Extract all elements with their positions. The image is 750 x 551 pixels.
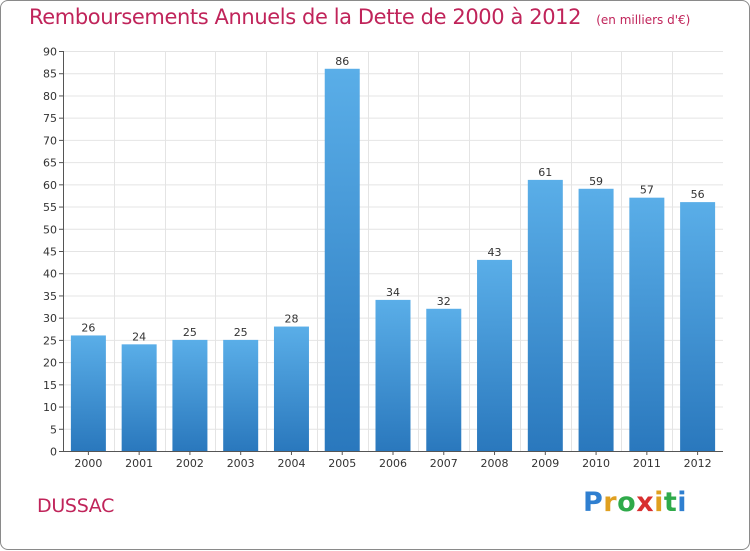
y-tick-label: 0 bbox=[50, 446, 57, 459]
bar bbox=[223, 339, 259, 451]
y-tick-label: 25 bbox=[43, 334, 57, 347]
bar bbox=[527, 179, 563, 451]
proxiti-logo: Proxiti bbox=[583, 487, 687, 518]
logo-letter: o bbox=[617, 487, 637, 518]
bar bbox=[375, 299, 411, 451]
bar bbox=[578, 188, 614, 451]
x-tick-label: 2003 bbox=[227, 457, 255, 470]
x-tick-label: 2002 bbox=[176, 457, 204, 470]
logo-letter: i bbox=[654, 487, 664, 518]
bar-layer bbox=[70, 68, 716, 452]
data-label: 24 bbox=[132, 330, 146, 343]
x-tick-label: 2000 bbox=[74, 457, 102, 470]
bar bbox=[477, 259, 513, 451]
x-tick-label: 2005 bbox=[328, 457, 356, 470]
y-tick-label: 35 bbox=[43, 290, 57, 303]
x-tick-label: 2008 bbox=[481, 457, 509, 470]
y-tick-label: 30 bbox=[43, 312, 57, 325]
y-tick-label: 60 bbox=[43, 179, 57, 192]
data-label: 57 bbox=[640, 184, 654, 197]
y-tick-label: 55 bbox=[43, 201, 57, 214]
axis-layer: 0 5 10 15 20 25 30 35 40 45 50 55 60 65 70 75 80 85 90 2000… bbox=[43, 46, 723, 470]
y-tick-label: 20 bbox=[43, 357, 57, 370]
x-tick-label: 2006 bbox=[379, 457, 407, 470]
bar bbox=[680, 202, 716, 451]
data-label: 34 bbox=[386, 286, 400, 299]
chart-title: Remboursements Annuels de la Dette de 20… bbox=[29, 5, 582, 29]
bar bbox=[121, 344, 157, 451]
label-layer: 26 24 25 25 28 86 34 32 43 61 59 57 56 bbox=[81, 55, 704, 344]
x-tick-label: 2001 bbox=[125, 457, 153, 470]
y-tick-label: 10 bbox=[43, 401, 57, 414]
data-label: 86 bbox=[335, 55, 349, 68]
data-label: 59 bbox=[589, 175, 603, 188]
bar bbox=[324, 68, 360, 452]
y-tick-label: 70 bbox=[43, 134, 57, 147]
bar bbox=[172, 339, 208, 451]
x-tick-label: 2007 bbox=[430, 457, 458, 470]
y-tick-label: 50 bbox=[43, 223, 57, 236]
x-tick-label: 2011 bbox=[633, 457, 661, 470]
y-tick-label: 15 bbox=[43, 379, 57, 392]
place-name: DUSSAC bbox=[37, 495, 115, 517]
data-label: 32 bbox=[437, 295, 451, 308]
data-label: 28 bbox=[284, 313, 298, 326]
y-tick-label: 65 bbox=[43, 157, 57, 170]
bar bbox=[426, 308, 462, 451]
logo-letter: x bbox=[636, 487, 655, 518]
logo-letter: i bbox=[677, 487, 688, 518]
x-tick-label: 2009 bbox=[531, 457, 559, 470]
chart-subtitle: (en milliers d'€) bbox=[596, 13, 691, 27]
y-tick-label: 80 bbox=[43, 90, 57, 103]
y-tick-label: 85 bbox=[43, 68, 57, 81]
y-tick-label: 90 bbox=[43, 46, 57, 59]
bar bbox=[273, 326, 309, 451]
bar bbox=[629, 197, 665, 451]
y-tick-label: 45 bbox=[43, 246, 57, 259]
data-label: 56 bbox=[691, 188, 705, 201]
y-tick-label: 40 bbox=[43, 268, 57, 281]
data-label: 25 bbox=[183, 326, 197, 339]
x-tick-label: 2010 bbox=[582, 457, 610, 470]
x-tick-label: 2012 bbox=[684, 457, 712, 470]
data-label: 61 bbox=[538, 166, 552, 179]
data-label: 43 bbox=[488, 246, 502, 259]
title-row: Remboursements Annuels de la Dette de 20… bbox=[29, 5, 690, 29]
y-tick-label: 75 bbox=[43, 112, 57, 125]
logo-letter: P bbox=[583, 487, 604, 518]
x-tick-label: 2004 bbox=[277, 457, 305, 470]
bar bbox=[70, 335, 106, 451]
logo-letter: r bbox=[603, 487, 618, 518]
logo-letter: t bbox=[663, 487, 678, 518]
y-tick-label: 5 bbox=[50, 423, 57, 436]
data-label: 25 bbox=[234, 326, 248, 339]
data-label: 26 bbox=[81, 321, 95, 334]
